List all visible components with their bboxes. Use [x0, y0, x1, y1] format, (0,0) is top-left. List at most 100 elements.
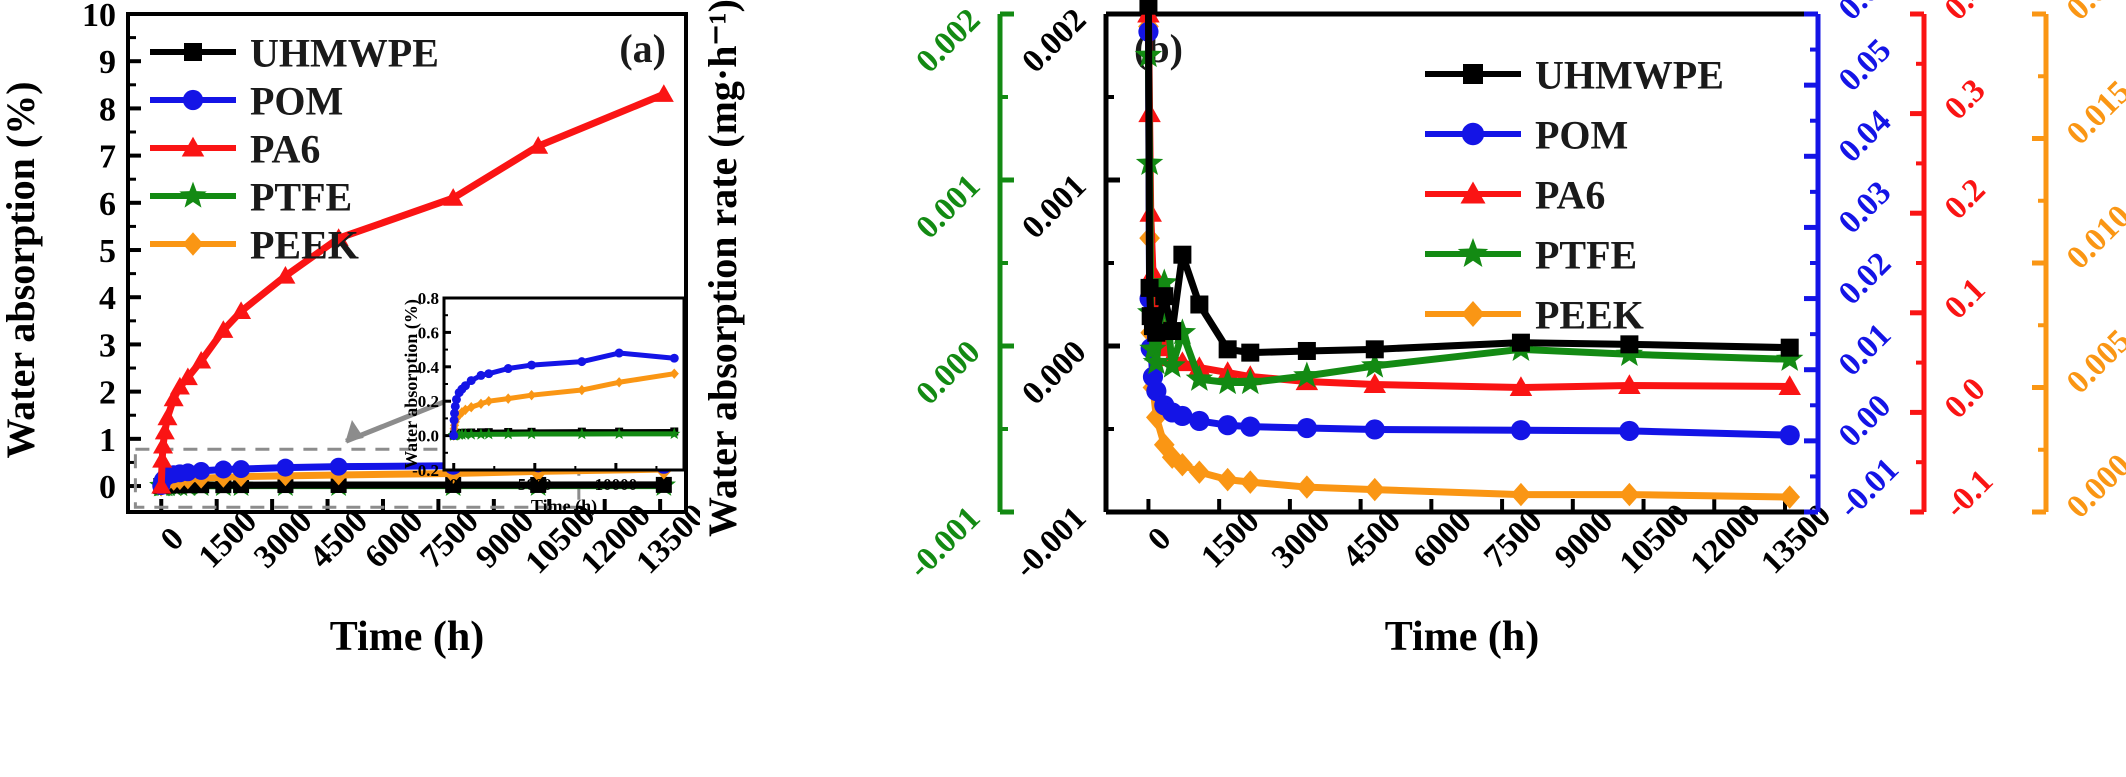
- y-tick-label: 0: [99, 469, 116, 506]
- legend-entry-peek[interactable]: PEEK: [150, 222, 359, 267]
- inset-data-point-peek: [466, 402, 476, 413]
- data-point-uhmwpe: [1511, 333, 1530, 352]
- axis-tick-label-pom: 0.02: [1832, 246, 1898, 312]
- inset-data-point-peek: [526, 389, 537, 401]
- legend-entry-ptfe[interactable]: PTFE: [1425, 232, 1637, 277]
- y-tick-label: 9: [99, 44, 116, 81]
- inset-data-point-peek: [454, 409, 464, 421]
- data-point-uhmwpe: [1139, 0, 1158, 15]
- axis-tick-label-pom: -0.01: [1832, 451, 1906, 525]
- data-point-ptfe: [1139, 334, 1167, 361]
- panel-b-series-area: [1134, 0, 1804, 509]
- x-tick-label: 4500: [303, 503, 375, 575]
- data-point-pom: [276, 458, 295, 477]
- data-point-pa6: [1778, 375, 1801, 396]
- y-axis-title-group: Water absorption rate (mg·h⁻¹): [700, 0, 745, 537]
- axis-tick-label-group: 0.00: [1832, 388, 1898, 454]
- data-point-uhmwpe: [1218, 340, 1237, 359]
- data-point-uhmwpe: [1780, 338, 1799, 357]
- legend-marker-square: [184, 43, 202, 61]
- inset-y-tick-label: -0.2: [412, 461, 439, 480]
- axis-tick-label-group: 0.020: [2060, 0, 2126, 27]
- series-line-ptfe: [1144, 52, 1794, 387]
- legend-entry-uhmwpe[interactable]: UHMWPE: [1425, 52, 1724, 97]
- data-point-pa6: [653, 84, 674, 102]
- data-point-peek: [1364, 477, 1386, 502]
- inset-data-point-peek: [577, 384, 587, 396]
- legend-entry-pa6[interactable]: PA6: [1425, 172, 1605, 217]
- data-point-uhmwpe: [1620, 335, 1639, 354]
- inset-data-point-ptfe: [613, 427, 626, 440]
- data-point-uhmwpe: [1163, 322, 1182, 341]
- data-point-pa6: [528, 136, 549, 154]
- callout-arrow-head: [345, 419, 364, 443]
- x-tick-label-group: 7500: [414, 503, 486, 575]
- axis-tick-label-uhmwpe: 0.002: [1015, 2, 1093, 80]
- axis-tick-label-group: 0.04: [1832, 103, 1898, 169]
- data-point-pom: [232, 460, 251, 479]
- legend-entry-uhmwpe[interactable]: UHMWPE: [150, 30, 439, 75]
- data-point-pa6: [152, 450, 173, 468]
- legend-marker-triangle: [1460, 181, 1486, 204]
- axis-tick-label-uhmwpe: -0.001: [1008, 500, 1094, 586]
- axis-tick-label-pa6: 0.3: [1938, 72, 1993, 127]
- axis-tick-label-group: 0.015: [2060, 74, 2126, 152]
- axis-tick-label-uhmwpe: 0.000: [1015, 334, 1093, 412]
- data-point-ptfe: [1213, 368, 1242, 395]
- legend-label: PA6: [1535, 172, 1605, 217]
- x-tick-label-group: 0: [1141, 521, 1178, 558]
- y-tick-label: 2: [99, 375, 116, 412]
- y-axis-title: Water absorption rate (mg·h⁻¹): [700, 0, 745, 537]
- data-point-peek: [1296, 475, 1318, 499]
- axis-tick-label-pom: 0.05: [1832, 32, 1898, 98]
- data-point-uhmwpe: [1147, 323, 1166, 342]
- axis-tick-label-peek: 0.010: [2060, 198, 2126, 276]
- axis-tick-label-pa6: 0.1: [1938, 272, 1993, 327]
- legend-label: PEEK: [1535, 292, 1644, 337]
- data-point-peek: [1619, 482, 1640, 507]
- inset-data-point-pom: [527, 360, 537, 370]
- inset-data-point-ptfe: [575, 427, 588, 440]
- axis-tick-label-group: 0.1: [1938, 272, 1993, 327]
- axis-tick-label-ptfe: 0.000: [909, 334, 987, 412]
- inset-data-point-ptfe: [668, 427, 681, 440]
- data-point-peek: [1161, 445, 1183, 469]
- data-point-ptfe: [1776, 344, 1804, 371]
- inset-data-point-peek: [503, 393, 513, 404]
- x-tick-label: 3000: [247, 503, 319, 575]
- axis-tick-label-group: 0.002: [909, 2, 987, 80]
- axis-tick-label-group: 0.001: [909, 168, 987, 246]
- legend-entry-ptfe[interactable]: PTFE: [150, 174, 352, 219]
- axis-peek: 0.020 0.015 0.010 0.005 0.000: [2032, 0, 2126, 525]
- inset-data-point-ptfe: [465, 428, 478, 440]
- axis-tick-label-pa6: 0.4: [1938, 0, 1993, 27]
- inset-data-point-pom: [460, 381, 470, 391]
- panel-a-inset: -0.2 0.0 0.2 0.4 0.6 0.8 0 5000 10000 Water absor…: [401, 289, 686, 517]
- data-point-pa6: [169, 376, 190, 395]
- y-tick-label: 6: [99, 186, 116, 223]
- data-point-peek: [1146, 405, 1167, 430]
- y-tick-label: 5: [99, 233, 116, 270]
- axis-tick-label-group: -0.001: [1008, 500, 1094, 586]
- data-point-pa6: [213, 320, 234, 338]
- axis-tick-label-group: 0.02: [1832, 246, 1898, 312]
- data-point-pom: [1510, 420, 1532, 441]
- legend-entry-pa6[interactable]: PA6: [150, 126, 320, 171]
- x-tick-label: 1500: [192, 503, 264, 575]
- data-point-uhmwpe: [1241, 343, 1260, 362]
- legend-entry-pom[interactable]: POM: [1425, 112, 1628, 157]
- legend-entry-peek[interactable]: PEEK: [1425, 292, 1644, 337]
- x-tick-label: 0: [1141, 521, 1178, 558]
- data-point-pa6: [154, 421, 175, 440]
- legend-entry-pom[interactable]: POM: [150, 78, 343, 123]
- legend-marker-star: [179, 181, 207, 208]
- y-tick-label: 10: [82, 0, 116, 34]
- axis-tick-label-group: 0.4: [1938, 0, 1993, 27]
- axis-tick-label-peek: 0.015: [2060, 74, 2126, 152]
- panel-a: 0 1 2 3 4 5 6 7 8 9 10 0 1500 3000 4500 6000 7500 9000 105…: [0, 0, 700, 777]
- axis-tick-label-pom: 0.06: [1832, 0, 1898, 27]
- inset-x-tick-label: 0: [449, 475, 458, 494]
- x-tick-label-group: 0: [154, 521, 191, 558]
- x-axis-title: Time (h): [330, 614, 484, 660]
